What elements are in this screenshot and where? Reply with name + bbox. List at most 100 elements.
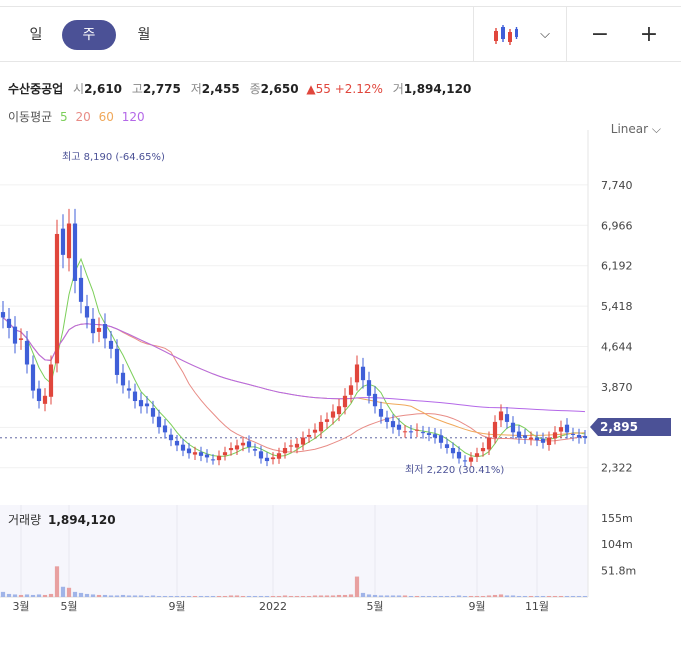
volume-bar [378,595,384,597]
volume-bar [546,595,552,597]
candle-body [480,448,486,452]
candle-body [402,431,408,433]
volume-bar [6,593,12,597]
volume-bar [30,594,36,597]
price-tick-label: 7,740 [601,179,633,192]
time-tick-label: 5월 [366,600,383,613]
current-price-badge: 2,895 [590,418,671,436]
candle-body [294,443,300,448]
scale-selector[interactable]: Linear ⌵ [610,122,661,136]
candle-body [180,444,186,451]
candle-body [438,435,444,443]
minus-icon[interactable]: − [590,22,610,47]
candle-body [534,437,540,441]
volume-bar [468,595,474,597]
volume-bar [348,594,354,597]
period-day-button[interactable]: 일 [29,27,43,43]
candle-body [0,312,6,318]
candle-body [540,438,546,443]
volume-bar [210,595,216,597]
high-label: 고 [131,82,143,96]
candle-body [30,364,36,391]
ma-title: 이동평균 [8,110,53,124]
volume-bar [384,595,390,597]
candlestick-icon[interactable] [486,7,526,62]
candle-body [66,223,72,259]
volume-bar [198,595,204,597]
time-tick-label: 2022 [259,600,287,613]
candle-body [528,437,534,440]
candle-body [24,340,30,365]
volume-bar [276,595,282,597]
period-month-button[interactable]: 월 [137,27,151,43]
volume-bar [486,595,492,597]
candle-body [378,408,384,417]
chevron-down-icon[interactable]: ⌵ [540,27,550,42]
candle-body [192,452,198,455]
plus-icon[interactable]: + [639,22,659,47]
volume-bar [354,576,360,597]
candle-body [138,400,144,407]
candle-body [432,434,438,438]
volume-title: 거래량 [8,513,41,527]
candle-body [522,435,528,438]
candle-body [186,448,192,454]
volume-bar [516,595,522,597]
volume-bar [12,594,18,597]
volume-bar [444,595,450,597]
candle-body [54,233,60,364]
price-summary: 수산중공업 시2,610 고2,775 저2,455 종2,650 ▲55 +2… [8,80,471,97]
volume-bar [438,595,444,597]
candle-body [396,424,402,430]
time-tick-label: 11월 [525,600,549,613]
volume-bar [192,595,198,597]
candle-body [324,419,330,422]
candle-body [114,348,120,375]
volume-bar [120,594,126,597]
candle-body [474,453,480,457]
candle-body [216,455,222,461]
ma5-line [2,257,586,458]
candle-body [78,277,84,302]
volume-bar [270,595,276,597]
volume-bar [306,595,312,597]
candle-body [384,417,390,422]
candle-body [12,326,18,344]
candle-body [48,364,54,397]
volume-bar [318,595,324,597]
candle-body [318,421,324,432]
volume-bar [372,594,378,597]
ma120-line [2,317,586,413]
candle-body [312,429,318,433]
volume-bar [432,595,438,597]
candle-body [342,395,348,408]
candle-body [282,448,288,454]
volume-bar [234,595,240,597]
volume-bar [246,595,252,597]
period-week-button[interactable]: 주 [62,20,116,50]
volume-bar [222,595,228,597]
price-tick-label: 3,096 [601,421,633,434]
candle-body [354,364,360,383]
max-price-annotation: 최고 8,190 (-64.65%) [62,151,165,163]
candle-body [72,223,78,281]
change-value: ▲55 +2.12% [306,82,383,96]
volume-bar [144,595,150,597]
volume-bar [228,595,234,597]
open-value: 2,610 [84,82,123,96]
volume-bar [510,595,516,597]
volume-bar [132,595,138,597]
candle-body [390,421,396,428]
volume-bar [456,595,462,597]
candle-body [414,429,420,431]
volume-bar [498,594,504,597]
ma60-line [2,317,586,437]
candle-body [102,324,108,339]
price-tick-label: 6,192 [601,260,633,273]
open-label: 시 [73,82,85,96]
volume-bar [258,595,264,597]
candle-body [336,406,342,415]
candle-body [174,440,180,446]
volume-bar [216,595,222,597]
